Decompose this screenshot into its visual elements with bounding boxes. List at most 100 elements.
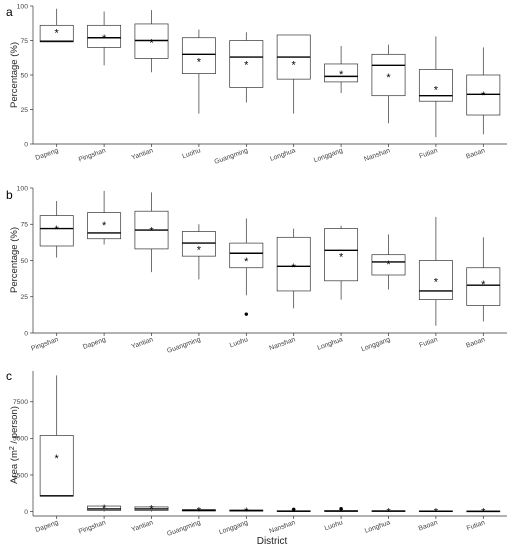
box-guangming: * xyxy=(181,506,216,518)
box-longgang: * xyxy=(229,506,264,518)
iqr-box xyxy=(87,505,122,511)
mean-marker: * xyxy=(339,252,344,264)
iqr-box xyxy=(276,236,311,292)
category-label: Nanshan xyxy=(363,147,391,163)
y-tick-label: 100 xyxy=(17,185,29,192)
outlier-point xyxy=(244,312,248,316)
mean-marker: * xyxy=(244,59,249,71)
category-label: Pingshan xyxy=(30,336,59,352)
panel-b: 0 25 50 75 100 * Pingshan * Dapeng * Yantian * Guang… xyxy=(17,185,507,355)
box-pingshan: * xyxy=(39,201,74,258)
category-label: Futian xyxy=(466,519,486,532)
box-longgang: * xyxy=(371,234,406,290)
box-futian: * xyxy=(418,36,453,138)
y-tick-label: 25 xyxy=(20,294,28,301)
category-label: Nanshan xyxy=(268,336,296,352)
category-label: Futian xyxy=(418,147,438,160)
mean-marker: * xyxy=(149,37,154,49)
box-nanshan: * xyxy=(371,44,406,124)
mean-marker: * xyxy=(386,507,391,519)
box-nanshan: * xyxy=(276,228,311,309)
x-axis-label: District xyxy=(257,536,288,547)
iqr-box xyxy=(324,228,359,282)
category-label: Baoan xyxy=(465,336,486,349)
box-yantian: * xyxy=(134,503,169,515)
iqr-box xyxy=(39,215,74,247)
box-yantian: * xyxy=(134,10,169,73)
mean-marker: * xyxy=(481,507,486,519)
box-dapeng: * xyxy=(39,8,74,43)
iqr-box xyxy=(229,242,264,269)
iqr-box xyxy=(371,254,406,276)
category-label: Longhua xyxy=(317,336,344,352)
mean-marker: * xyxy=(481,90,486,102)
y-tick-label: 75 xyxy=(20,222,28,229)
y-tick-label: 7500 xyxy=(13,399,28,406)
box-baoan: * xyxy=(418,507,453,519)
category-label: Longgang xyxy=(218,519,249,536)
y-tick-label: 50 xyxy=(20,72,28,79)
iqr-box xyxy=(181,37,216,74)
box-luohu: * xyxy=(181,29,216,114)
box-pingshan: * xyxy=(87,11,122,66)
category-label: Baoan xyxy=(418,519,439,532)
category-label: Yantian xyxy=(131,147,155,161)
iqr-box xyxy=(39,435,74,497)
category-label: Dapeng xyxy=(35,519,60,534)
category-label: Luohu xyxy=(181,147,201,160)
category-label: Guangming xyxy=(166,336,202,355)
outlier-point xyxy=(339,506,343,511)
category-label: Longhua xyxy=(364,519,391,535)
mean-marker: * xyxy=(292,507,297,519)
box-guangming: * xyxy=(229,32,264,103)
box-pingshan: * xyxy=(87,503,122,515)
panel-letter-b: b xyxy=(6,188,13,202)
mean-marker: * xyxy=(339,69,344,81)
y-tick-label: 0 xyxy=(24,509,28,516)
mean-marker: * xyxy=(102,220,107,232)
mean-marker: * xyxy=(55,453,60,465)
box-longhua: * xyxy=(371,507,406,519)
box-longhua: * xyxy=(324,225,359,300)
box-baoan: * xyxy=(466,237,501,322)
category-label: Futian xyxy=(418,336,438,349)
y-axis-label-a: Percentage (%) xyxy=(9,42,20,108)
y-axis-label-c-superscript: 2 xyxy=(9,446,16,450)
iqr-box xyxy=(181,231,216,257)
y-tick-label: 5000 xyxy=(13,436,28,443)
mean-marker: * xyxy=(244,506,249,518)
iqr-box xyxy=(87,212,122,240)
category-label: Longgang xyxy=(360,336,391,353)
panel-c: 0250050007500*Dapeng*Pingshan*Yantian*Gu… xyxy=(13,371,507,538)
mean-marker: * xyxy=(149,503,154,515)
mean-marker: * xyxy=(102,33,107,45)
y-tick-label: 75 xyxy=(20,38,28,45)
box-luohu: * xyxy=(229,218,264,296)
panel-a: 0 25 50 75 100 * Dapeng * Pingshan * Yantian * Luohu… xyxy=(17,3,507,166)
panel-letter-a: a xyxy=(6,5,13,19)
category-label: Yantian xyxy=(131,519,155,533)
y-tick-label: 100 xyxy=(17,3,29,10)
mean-marker: * xyxy=(292,262,297,274)
box-longhua: * xyxy=(276,34,311,114)
box-futian: * xyxy=(466,507,501,519)
iqr-box xyxy=(87,24,122,48)
category-label: Luohu xyxy=(324,519,344,532)
category-label: Longhua xyxy=(269,147,296,163)
category-label: Yantian xyxy=(131,336,155,350)
y-tick-label: 25 xyxy=(20,107,28,114)
box-longgang: * xyxy=(324,46,359,93)
category-label: Pingshan xyxy=(78,519,107,535)
box-dapeng: * xyxy=(87,190,122,245)
box-baoan: * xyxy=(466,47,501,135)
mean-marker: * xyxy=(244,256,249,268)
category-label: Pingshan xyxy=(78,147,107,163)
outlier-point xyxy=(292,507,296,511)
y-tick-label: 2500 xyxy=(13,472,28,479)
category-label: Luohu xyxy=(229,336,249,349)
box-futian: * xyxy=(418,217,453,326)
mean-marker: * xyxy=(434,507,439,519)
iqr-box xyxy=(371,53,406,97)
mean-marker: * xyxy=(197,244,202,256)
category-label: Baoan xyxy=(465,147,486,160)
